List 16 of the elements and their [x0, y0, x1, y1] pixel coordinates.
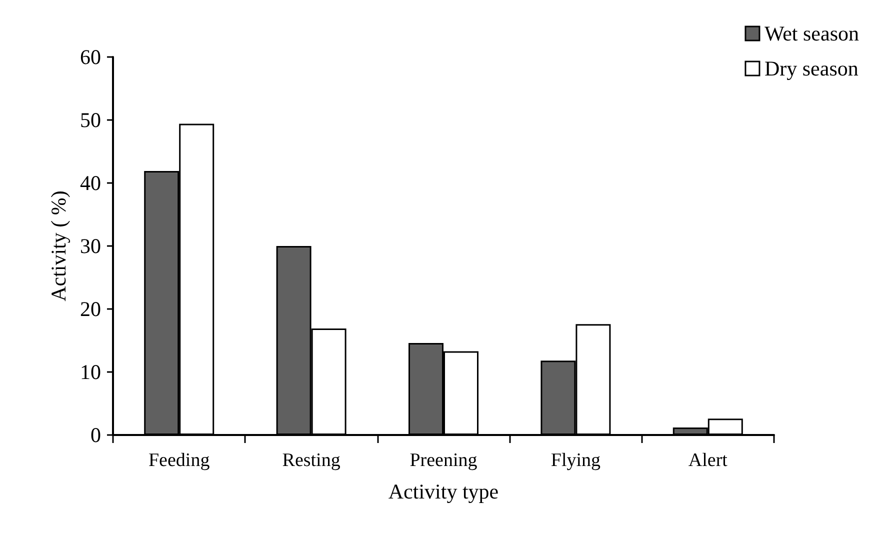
y-axis-title: Activity ( %) — [46, 190, 71, 302]
legend-label: Wet season — [764, 22, 860, 46]
y-tick-label: 20 — [80, 297, 101, 321]
y-tick-label: 10 — [80, 360, 101, 384]
x-tick-label: Alert — [688, 450, 728, 471]
legend-label: Dry season — [764, 56, 859, 80]
x-tick-label: Feeding — [148, 450, 210, 471]
y-tick-label: 0 — [90, 423, 101, 447]
x-axis-title: Activity type — [388, 480, 499, 504]
x-tick-label: Resting — [282, 450, 341, 471]
y-tick-label: 40 — [80, 171, 101, 195]
y-tick-label: 30 — [80, 234, 101, 258]
y-tick-label: 60 — [80, 45, 101, 69]
y-tick-label: 50 — [80, 108, 101, 132]
x-tick-label: Flying — [550, 450, 602, 471]
x-tick-label: Preening — [410, 450, 478, 471]
